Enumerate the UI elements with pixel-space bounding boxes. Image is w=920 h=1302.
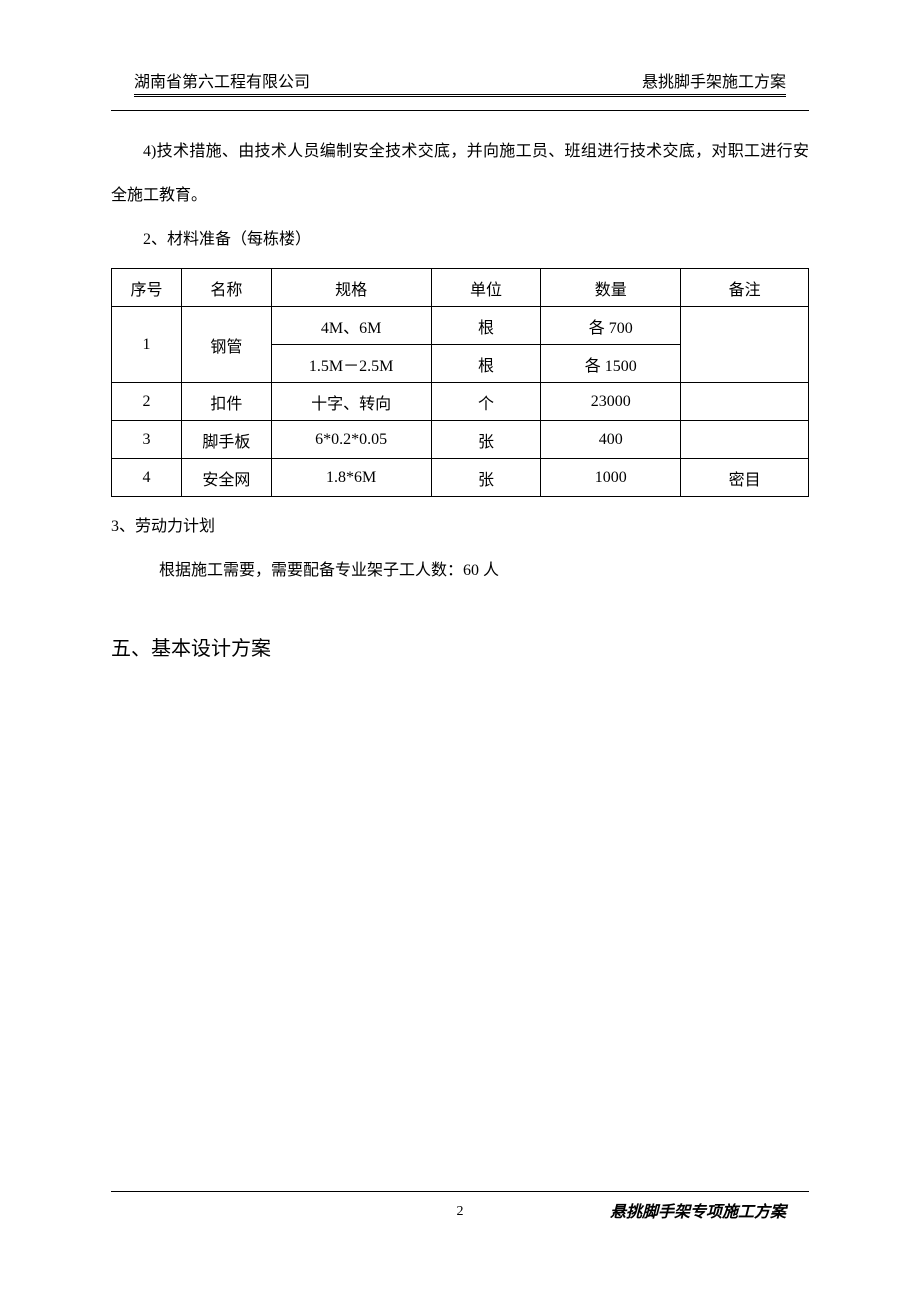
cell-qty: 400 <box>541 421 681 459</box>
cell-unit: 根 <box>431 307 541 345</box>
page-header: 湖南省第六工程有限公司 悬挑脚手架施工方案 <box>134 68 786 92</box>
table-row: 3 脚手板 6*0.2*0.05 张 400 <box>112 421 809 459</box>
table-row: 4 安全网 1.8*6M 张 1000 密目 <box>112 459 809 497</box>
th-qty: 数量 <box>541 269 681 307</box>
cell-spec: 6*0.2*0.05 <box>271 421 431 459</box>
paragraph-labor-detail: 根据施工需要，需要配备专业架子工人数：60 人 <box>111 549 809 593</box>
header-right: 悬挑脚手架施工方案 <box>642 68 786 92</box>
cell-seq: 4 <box>112 459 182 497</box>
cell-spec: 1.8*6M <box>271 459 431 497</box>
cell-qty: 1000 <box>541 459 681 497</box>
paragraph-material-prep: 2、材料准备（每栋楼） <box>111 218 809 262</box>
cell-note <box>681 307 809 383</box>
cell-qty: 各 1500 <box>541 345 681 383</box>
footer-title: 悬挑脚手架专项施工方案 <box>610 1198 786 1222</box>
cell-unit: 根 <box>431 345 541 383</box>
table-row: 2 扣件 十字、转向 个 23000 <box>112 383 809 421</box>
header-left: 湖南省第六工程有限公司 <box>134 68 310 92</box>
section-title-design: 五、基本设计方案 <box>111 627 809 671</box>
th-spec: 规格 <box>271 269 431 307</box>
paragraph-tech-measures: 4)技术措施、由技术人员编制安全技术交底，并向施工员、班组进行技术交底，对职工进… <box>111 130 809 218</box>
table-header-row: 序号 名称 规格 单位 数量 备注 <box>112 269 809 307</box>
content-area: 4)技术措施、由技术人员编制安全技术交底，并向施工员、班组进行技术交底，对职工进… <box>111 130 809 671</box>
cell-seq: 1 <box>112 307 182 383</box>
header-rule <box>111 110 809 111</box>
footer-rule <box>111 1191 809 1192</box>
th-note: 备注 <box>681 269 809 307</box>
cell-spec: 4M、6M <box>271 307 431 345</box>
table-row: 1 钢管 4M、6M 根 各 700 <box>112 307 809 345</box>
cell-unit: 张 <box>431 459 541 497</box>
cell-note <box>681 421 809 459</box>
th-unit: 单位 <box>431 269 541 307</box>
cell-name: 钢管 <box>181 307 271 383</box>
cell-seq: 3 <box>112 421 182 459</box>
paragraph-labor-plan: 3、劳动力计划 <box>111 505 809 549</box>
cell-qty: 各 700 <box>541 307 681 345</box>
th-name: 名称 <box>181 269 271 307</box>
cell-note <box>681 383 809 421</box>
cell-name: 脚手板 <box>181 421 271 459</box>
cell-name: 扣件 <box>181 383 271 421</box>
cell-spec: 十字、转向 <box>271 383 431 421</box>
cell-name: 安全网 <box>181 459 271 497</box>
materials-table: 序号 名称 规格 单位 数量 备注 1 钢管 4M、6M 根 各 700 1.5… <box>111 268 809 497</box>
cell-unit: 张 <box>431 421 541 459</box>
cell-unit: 个 <box>431 383 541 421</box>
th-seq: 序号 <box>112 269 182 307</box>
header-underline <box>134 94 786 97</box>
cell-note: 密目 <box>681 459 809 497</box>
cell-spec: 1.5M－2.5M <box>271 345 431 383</box>
cell-seq: 2 <box>112 383 182 421</box>
cell-qty: 23000 <box>541 383 681 421</box>
